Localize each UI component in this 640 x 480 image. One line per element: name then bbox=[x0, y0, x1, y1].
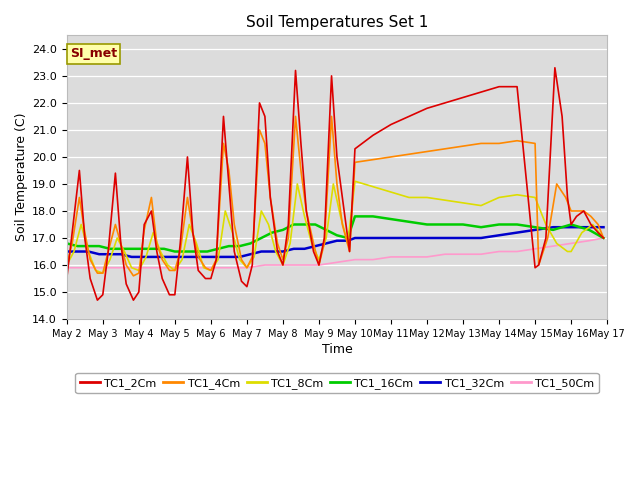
Text: SI_met: SI_met bbox=[70, 48, 116, 60]
Legend: TC1_2Cm, TC1_4Cm, TC1_8Cm, TC1_16Cm, TC1_32Cm, TC1_50Cm: TC1_2Cm, TC1_4Cm, TC1_8Cm, TC1_16Cm, TC1… bbox=[76, 373, 598, 393]
Y-axis label: Soil Temperature (C): Soil Temperature (C) bbox=[15, 113, 28, 241]
Title: Soil Temperatures Set 1: Soil Temperatures Set 1 bbox=[246, 15, 428, 30]
X-axis label: Time: Time bbox=[321, 343, 352, 356]
